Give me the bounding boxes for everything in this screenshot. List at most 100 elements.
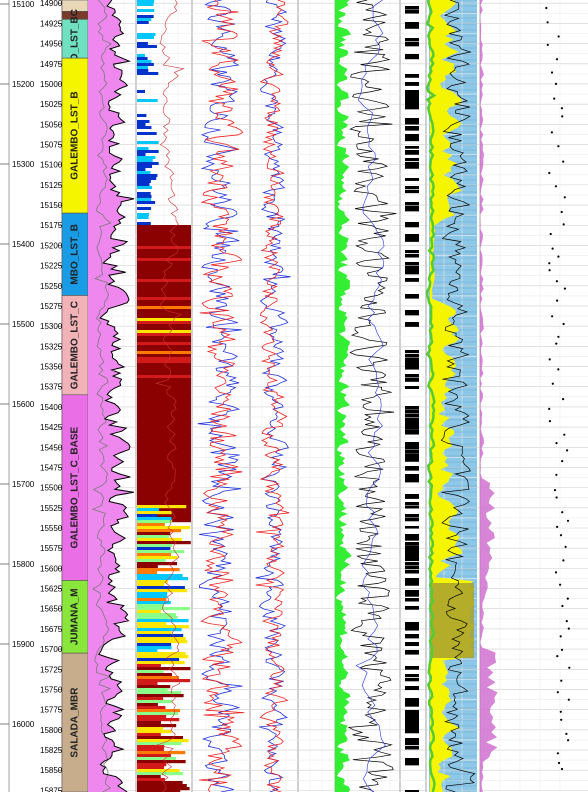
facies-cell: [137, 763, 167, 767]
facies-cell: [137, 727, 163, 731]
flag-bar: [405, 730, 419, 734]
flag-bar: [405, 686, 419, 691]
flag-bar: [405, 442, 419, 447]
facies-cell: [137, 372, 191, 376]
facies-cell: [137, 697, 164, 701]
facies-cell: [137, 559, 166, 563]
sample-point: [550, 131, 554, 134]
flag-bar: [405, 422, 419, 427]
facies-cell: [137, 177, 157, 180]
facies-cell: [137, 745, 165, 749]
facies-cell: [137, 438, 191, 442]
facies-cell: [137, 501, 191, 505]
facies-cell: [137, 685, 171, 689]
sample-point: [561, 115, 564, 118]
flag-bar: [405, 418, 419, 423]
facies-cell: [137, 577, 189, 581]
facies-cell: [137, 366, 191, 370]
facies-cell: [137, 523, 165, 527]
facies-cell: [137, 9, 155, 12]
facies-cell: [137, 511, 172, 515]
flag-bar: [405, 270, 419, 275]
flag-bar: [405, 98, 419, 103]
facies-cell: [137, 453, 191, 457]
zone-label: MBO_LST_B: [70, 224, 81, 285]
facies-cell: [137, 390, 191, 394]
sample-point: [551, 315, 554, 318]
facies-cell: [137, 324, 191, 328]
sample-point: [545, 6, 548, 10]
flag-bar: [405, 26, 419, 29]
sample-point: [556, 655, 559, 658]
flag-bar: [405, 506, 419, 509]
facies-cell: [137, 321, 191, 325]
flag-bar: [405, 54, 419, 60]
sample-point: [564, 545, 567, 549]
facies-cell: [137, 529, 182, 533]
sonic-track: [255, 0, 291, 792]
sample-point: [556, 691, 559, 694]
facies-cell: [137, 237, 191, 241]
sample-point: [561, 511, 564, 514]
facies-cell: [137, 66, 148, 69]
facies-cell: [137, 486, 191, 490]
facies-cell: [137, 123, 146, 126]
facies-cell: [137, 141, 159, 144]
md-tick-label: 15375: [40, 383, 63, 392]
facies-cell: [137, 279, 191, 283]
facies-cell: [137, 538, 182, 542]
sample-point: [560, 718, 563, 721]
facies-cell: [137, 375, 191, 379]
flag-bar: [405, 146, 419, 149]
facies-cell: [137, 246, 191, 250]
facies-cell: [137, 628, 182, 632]
flag-bar: [405, 150, 419, 155]
flag-bar: [405, 278, 419, 282]
facies-cell: [137, 661, 185, 665]
flag-bar: [405, 710, 419, 715]
facies-cell: [137, 414, 191, 418]
facies-cell: [137, 589, 188, 593]
sample-point: [557, 145, 560, 148]
sample-point: [553, 97, 556, 100]
facies-cell: [137, 586, 185, 590]
md-tick-label: 14925: [40, 19, 63, 28]
sample-point: [563, 433, 566, 436]
facies-cell: [137, 444, 191, 448]
sample-point: [557, 255, 560, 258]
facies-cell: [137, 507, 191, 511]
facies-overlay-curve: [155, 0, 185, 792]
flag-bar: [405, 474, 419, 479]
facies-cell: [137, 583, 165, 587]
zone-band: [61, 394, 89, 581]
flag-bar: [405, 454, 419, 459]
facies-cell: [137, 351, 191, 355]
facies-cell: [137, 255, 191, 259]
md-tick-label: 15125: [40, 181, 63, 190]
facies-cell: [137, 357, 191, 361]
md-tick-label: 15750: [40, 685, 63, 694]
facies-cell: [137, 447, 191, 451]
facies-cell: [137, 691, 182, 695]
facies-cell: [137, 646, 172, 650]
facies-cell: [137, 544, 173, 548]
facies-cell: [137, 294, 191, 298]
flag-bar: [405, 642, 419, 647]
flag-bar: [405, 758, 419, 764]
sample-point: [554, 82, 558, 85]
facies-cell: [137, 384, 191, 388]
tvd-tick-label: 15400: [12, 240, 35, 249]
facies-cell: [137, 114, 147, 117]
sample-point: [559, 635, 562, 638]
md-tick-label: 15200: [40, 241, 63, 250]
sample-point: [548, 171, 551, 175]
facies-cell: [137, 550, 185, 554]
facies-cell: [137, 192, 151, 195]
facies-cell: [137, 682, 158, 686]
sample-point: [557, 335, 560, 338]
flag-bar: [405, 430, 419, 435]
flag-bar: [405, 534, 419, 539]
flag-bar: [405, 94, 419, 99]
flag-bar: [405, 666, 419, 670]
facies-cell: [137, 195, 152, 198]
